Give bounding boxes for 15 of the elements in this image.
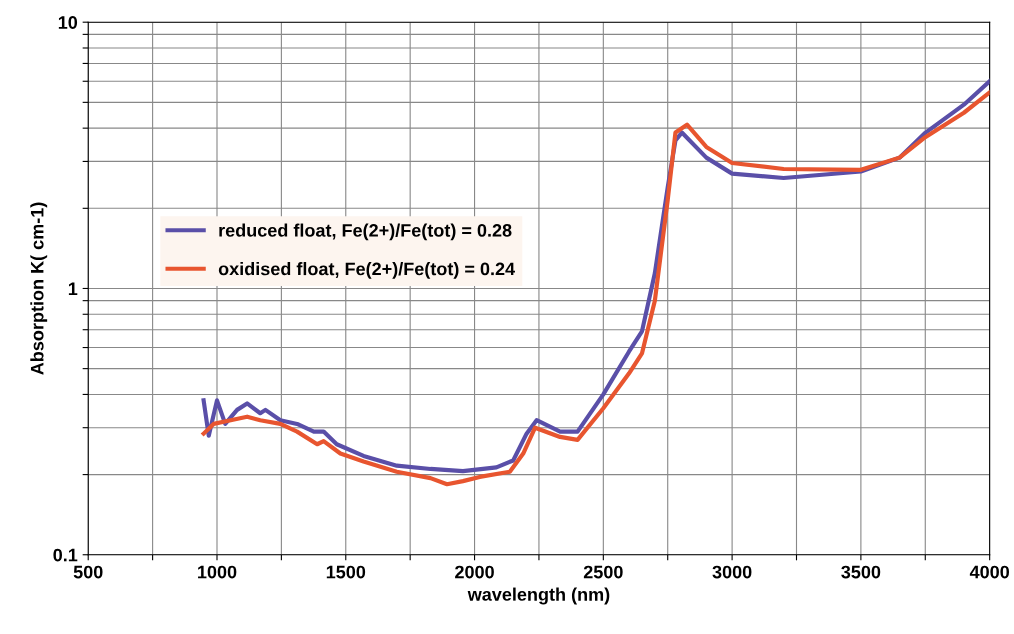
x-axis-title: wavelength (nm) [467, 587, 610, 605]
legend-label: oxidised float, Fe(2+)/Fe(tot) = 0.24 [218, 262, 515, 279]
x-tick-label: 2000 [455, 565, 494, 579]
x-tick-label: 4000 [969, 565, 1010, 579]
x-tick-label: 1500 [326, 565, 366, 579]
y-tick-label: 0.1 [53, 548, 78, 562]
y-axis-title: Absorption K( cm-1) [30, 202, 48, 375]
x-tick-label: 2500 [583, 565, 623, 579]
x-tick-label: 3500 [841, 565, 881, 579]
legend-label: reduced float, Fe(2+)/Fe(tot) = 0.28 [219, 223, 512, 241]
y-tick-label: 10 [58, 16, 78, 29]
x-tick-label: 500 [73, 565, 103, 579]
y-tick-label: 1 [68, 282, 78, 296]
x-tick-label: 3000 [712, 565, 752, 579]
x-tick-label: 1000 [198, 565, 237, 579]
